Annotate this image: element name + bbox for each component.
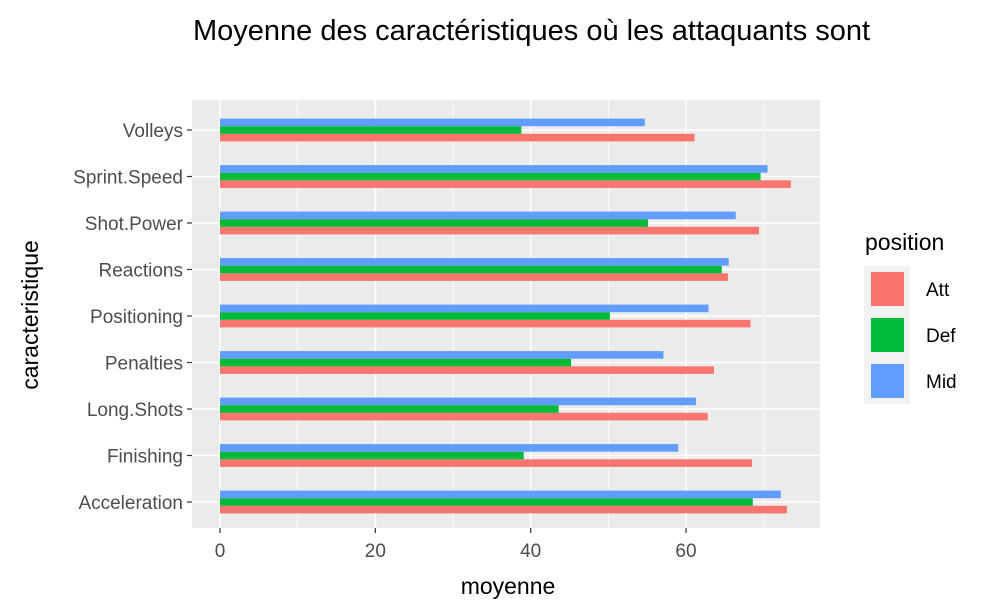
bar-mid-penalties	[220, 351, 664, 359]
y-tick-label: Volleys	[123, 121, 183, 142]
y-tick-label: Sprint.Speed	[73, 168, 183, 189]
bar-mid-volleys	[220, 118, 645, 127]
bar-def-positioning	[220, 312, 610, 320]
legend-swatch-att	[871, 272, 904, 306]
bar-mid-shot-power	[220, 211, 736, 220]
bar-def-acceleration	[220, 498, 753, 506]
y-axis-title: caracteristique	[17, 240, 43, 390]
bar-att-positioning	[220, 319, 751, 328]
x-tick-label: 20	[365, 541, 386, 562]
y-tick-label: Positioning	[90, 307, 183, 328]
y-axis: Acceleration Finishing Long.Shots Penalties…	[73, 121, 192, 514]
chart-title: Moyenne des caractéristiques où les atta…	[193, 15, 870, 47]
bar-def-finishing	[220, 451, 524, 460]
bar-att-finishing	[220, 459, 753, 467]
bar-mid-sprint-speed	[220, 165, 768, 173]
bar-def-sprint-speed	[220, 172, 761, 181]
y-tick-label: Finishing	[107, 447, 183, 468]
legend-label-def: Def	[926, 326, 956, 347]
legend-swatch-def	[871, 318, 904, 352]
bar-att-long-shots	[220, 412, 708, 421]
bar-def-volleys	[220, 126, 522, 134]
y-tick-label: Shot.Power	[85, 214, 184, 235]
bars	[220, 118, 791, 514]
legend-title: position	[865, 229, 944, 255]
bar-mid-positioning	[220, 304, 709, 313]
bar-mid-finishing	[220, 444, 679, 452]
bar-mid-acceleration	[220, 490, 781, 499]
x-axis-title: moyenne	[461, 573, 556, 599]
bar-mid-long-shots	[220, 397, 697, 406]
bar-mid-reactions	[220, 258, 729, 266]
bar-def-shot-power	[220, 219, 648, 227]
bar-att-shot-power	[220, 226, 760, 235]
bar-def-long-shots	[220, 405, 559, 413]
y-tick-label: Long.Shots	[87, 400, 183, 421]
bar-def-penalties	[220, 358, 572, 367]
bar-att-acceleration	[220, 505, 787, 514]
legend-label-att: Att	[926, 280, 950, 301]
x-tick-label: 40	[520, 541, 541, 562]
bar-def-reactions	[220, 265, 722, 274]
x-tick-label: 0	[215, 541, 226, 562]
legend-swatch-mid	[871, 364, 904, 398]
x-tick-label: 60	[675, 541, 696, 562]
bar-att-penalties	[220, 366, 714, 374]
legend: position Att Def Mid	[864, 229, 957, 404]
x-axis: 0 20 40 60	[215, 528, 697, 562]
legend-label-mid: Mid	[926, 372, 957, 393]
bar-att-reactions	[220, 273, 728, 281]
bar-att-volleys	[220, 133, 695, 142]
bar-att-sprint-speed	[220, 180, 791, 188]
y-tick-label: Penalties	[105, 354, 183, 375]
y-tick-label: Reactions	[99, 261, 184, 282]
y-tick-label: Acceleration	[78, 493, 183, 514]
